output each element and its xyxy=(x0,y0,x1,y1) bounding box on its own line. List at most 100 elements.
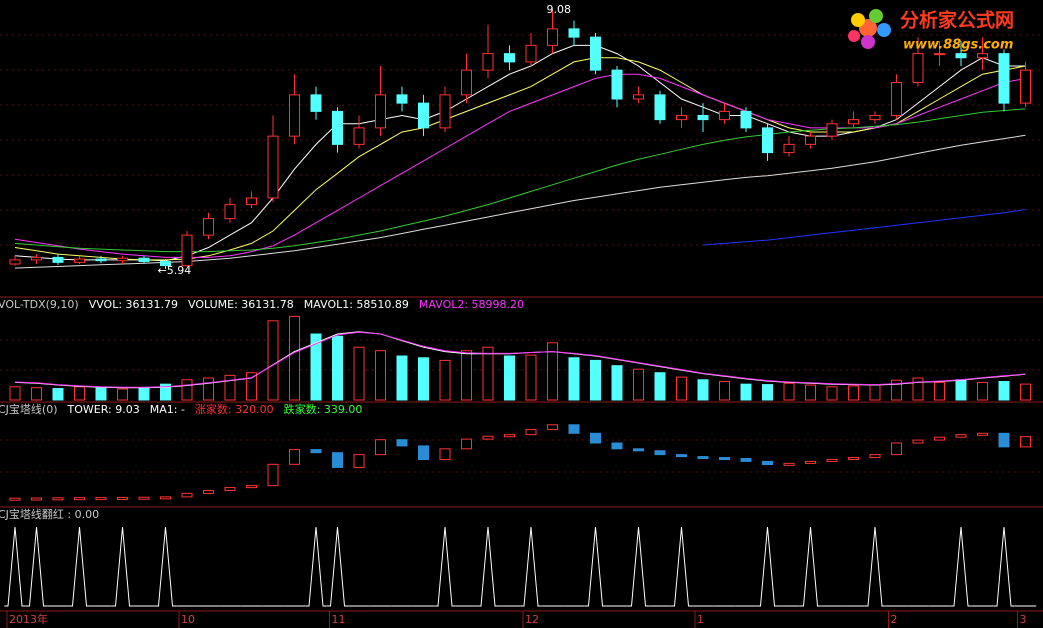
volume-bar xyxy=(9,386,21,401)
candle-body xyxy=(246,197,257,206)
tower-block xyxy=(52,497,64,501)
volume-bar xyxy=(332,335,343,401)
tower-block xyxy=(439,448,451,460)
indicator-label: MAVOL2: 58998.20 xyxy=(419,298,524,311)
candle-body xyxy=(676,115,687,121)
volume-average xyxy=(14,331,1026,388)
volume-bar xyxy=(547,342,558,401)
tower-block xyxy=(740,458,752,462)
volume-bar xyxy=(74,386,85,401)
candle-body xyxy=(525,44,537,63)
tower-block xyxy=(525,428,537,436)
volume-bar xyxy=(117,388,128,401)
signal-spike xyxy=(520,526,542,607)
volume-bar xyxy=(289,315,300,401)
candle-body xyxy=(891,82,902,116)
candle-body xyxy=(977,53,988,59)
volume-bar xyxy=(160,383,171,401)
candle-body xyxy=(418,102,429,129)
indicator-label: CJ宝塔线翻红 : 0.00 xyxy=(0,507,99,521)
volume-bar xyxy=(934,381,945,401)
volume-bar xyxy=(977,381,988,401)
candle-body xyxy=(848,119,859,125)
tower-block xyxy=(719,457,730,461)
tower-block xyxy=(977,432,988,436)
tower-block xyxy=(332,452,343,468)
tower-block xyxy=(547,424,558,430)
candle-body xyxy=(353,127,365,145)
tower-block xyxy=(396,439,408,447)
tower-block xyxy=(590,432,601,444)
tower-block xyxy=(869,454,881,459)
tower-block xyxy=(504,434,515,438)
logo-petal xyxy=(877,23,891,37)
volume-bar xyxy=(525,354,537,401)
tower-block xyxy=(246,485,257,489)
tower-block xyxy=(891,442,902,456)
tower-block xyxy=(1020,436,1031,448)
candle-body xyxy=(805,135,816,145)
candle-body xyxy=(310,94,322,112)
volume-bar xyxy=(52,388,64,401)
moving-average xyxy=(702,209,1026,246)
tower-block xyxy=(955,434,967,438)
candle-body xyxy=(1020,69,1031,104)
signal-spike xyxy=(68,526,91,607)
x-tick-label: 3 xyxy=(1020,613,1027,626)
volume-bar xyxy=(203,377,214,401)
x-tick-label: 1 xyxy=(697,613,704,626)
signal-spike xyxy=(25,526,48,607)
volume-bar xyxy=(912,377,924,401)
indicator-label: 跌家数: 339.00 xyxy=(284,402,363,416)
candle-body xyxy=(52,256,64,263)
signal-spike xyxy=(950,526,972,607)
volume-bar xyxy=(461,350,472,401)
volume-bar xyxy=(740,383,752,401)
volume-bar xyxy=(267,320,279,401)
candle-body xyxy=(998,53,1010,104)
candle-body xyxy=(224,204,236,220)
signal-spike xyxy=(111,526,134,607)
x-tick-label: 2013年 xyxy=(9,612,48,626)
candle-body xyxy=(611,69,623,100)
tower-block xyxy=(461,438,472,450)
logo-title: 分析家公式网 xyxy=(900,9,1014,32)
candle-body xyxy=(547,28,558,46)
volume-bar xyxy=(633,368,644,401)
candle-body xyxy=(955,53,967,59)
tower-block xyxy=(762,460,773,466)
tower-block xyxy=(676,454,687,458)
volume-bar xyxy=(504,355,515,401)
volume-bar xyxy=(697,379,709,401)
logo-petal xyxy=(861,35,875,49)
candle-body xyxy=(568,28,580,38)
tower-block xyxy=(482,435,494,440)
tower-block xyxy=(310,449,322,454)
logo-petal xyxy=(848,30,860,42)
candle-body xyxy=(783,143,795,154)
candle-body xyxy=(482,53,494,71)
volume-bar xyxy=(95,387,107,401)
tower-block xyxy=(568,424,580,434)
signal-spike xyxy=(670,526,693,607)
tower-block xyxy=(611,442,623,450)
candle-body xyxy=(934,53,945,56)
tower-block xyxy=(805,460,816,464)
signal-spike xyxy=(799,526,822,607)
candle-body xyxy=(117,257,128,262)
signal-spike xyxy=(627,526,650,607)
volume-bar xyxy=(246,372,257,401)
volume-bar xyxy=(719,381,730,401)
tower-block xyxy=(783,462,795,466)
candle-body xyxy=(74,258,85,263)
price-annotation: ←5.94 xyxy=(158,264,192,277)
tower-block xyxy=(160,496,171,500)
volume-bar xyxy=(1020,383,1031,401)
candle-body xyxy=(396,94,408,104)
signal-spike xyxy=(154,526,177,607)
volume-bar xyxy=(181,379,193,401)
candle-body xyxy=(590,36,601,71)
x-tick-label: 11 xyxy=(332,613,346,626)
volume-bar xyxy=(439,359,451,401)
tower-block xyxy=(267,463,279,487)
